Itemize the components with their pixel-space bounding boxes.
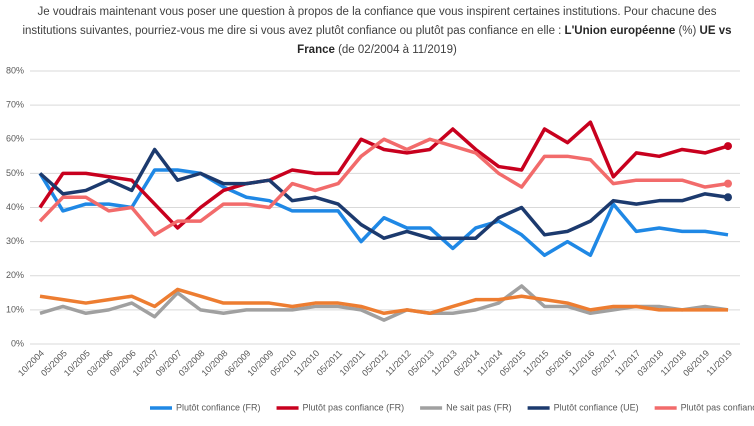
y-tick-label: 10% [6,304,24,314]
series-line [38,147,729,240]
title-part: Je voudrais maintenant vous poser une qu… [22,6,717,37]
y-tick-label: 60% [6,134,24,144]
legend-label: Plutôt pas confiance (UE) [681,402,754,412]
end-marker [724,193,732,202]
title-part: (%) [675,25,700,37]
y-tick-label: 30% [6,236,24,246]
series-line [39,284,729,322]
y-tick-label: 50% [6,168,24,178]
legend-label: Ne sait pas (FR) [446,402,512,412]
y-tick-label: 40% [6,202,24,212]
y-tick-label: 80% [6,65,24,75]
legend-item: Ne sait pas (FR) [420,402,512,412]
end-marker [724,179,732,188]
title-part: UE vs France [297,25,732,56]
series-line [38,120,729,230]
y-tick-label: 20% [6,270,24,280]
legend-label: Plutôt confiance (UE) [554,402,639,412]
title-part: L'Union européenne [564,25,676,37]
series-line [38,137,729,237]
chart-title: Je voudrais maintenant vous poser une qu… [10,3,744,60]
legend-label: Plutôt pas confiance (FR) [303,402,405,412]
legend-item: Plutôt confiance (UE) [527,402,639,412]
legend-item: Plutôt confiance (FR) [150,402,261,412]
series-line [38,168,729,258]
legend-label: Plutôt confiance (FR) [176,402,261,412]
y-tick-label: 0% [11,338,24,348]
title-part: (de 02/2004 à 11/2019) [334,44,457,56]
x-tick-label: 11/2019 [704,348,734,378]
series-line [39,287,728,316]
legend-item: Plutôt pas confiance (UE) [654,402,754,412]
end-marker [724,142,732,151]
legend-item: Plutôt pas confiance (FR) [276,402,405,412]
y-tick-label: 70% [6,100,24,110]
